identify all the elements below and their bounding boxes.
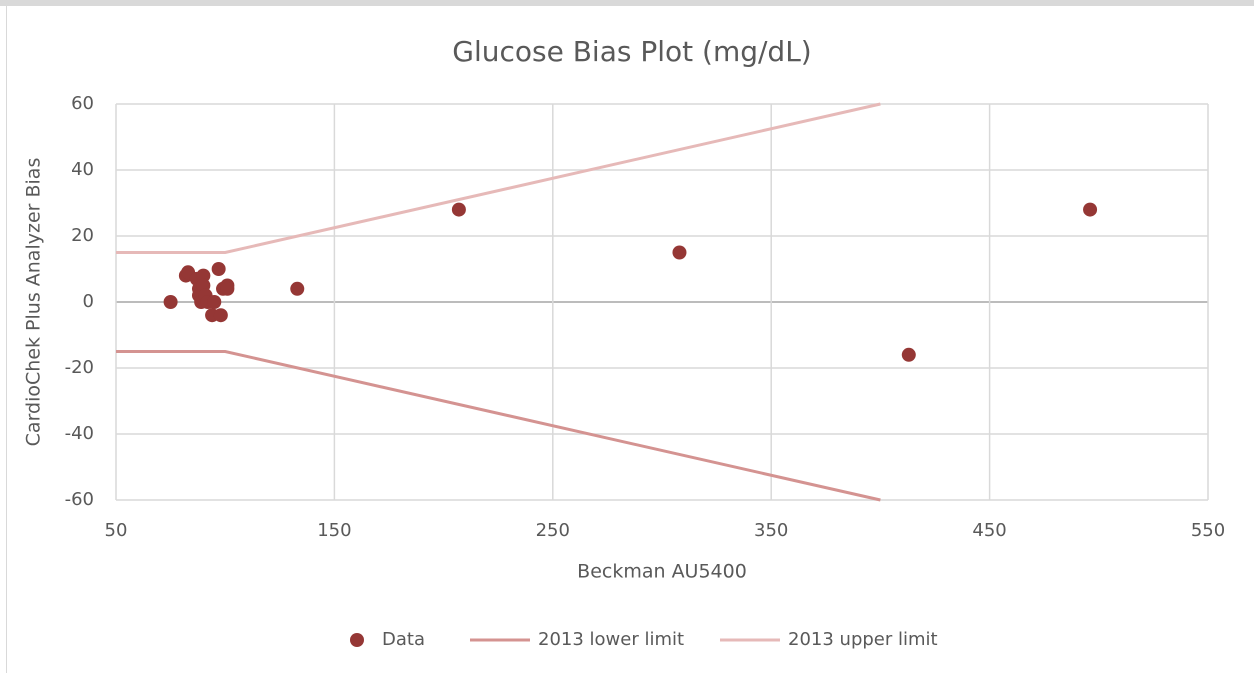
x-axis-title: Beckman AU5400: [577, 561, 747, 583]
x-tick-label: 450: [972, 520, 1006, 541]
left-border: [6, 6, 7, 673]
y-axis-title: CardioChek Plus Analyzer Bias: [23, 158, 45, 447]
x-tick-label: 50: [105, 520, 128, 541]
y-tick-label: 0: [83, 291, 94, 312]
data-point: [451, 202, 466, 217]
limit-line: [116, 350, 881, 502]
legend-label: 2013 lower limit: [538, 629, 684, 650]
legend-marker: [350, 633, 364, 647]
data-point: [672, 245, 687, 260]
x-tick-label: 150: [317, 520, 351, 541]
data-point: [163, 295, 178, 309]
data-point: [220, 281, 235, 296]
top-border: [0, 0, 1254, 6]
x-tick-label: 550: [1191, 520, 1225, 541]
x-tick-label: 350: [754, 520, 788, 541]
legend-label: 2013 upper limit: [788, 629, 938, 650]
data-point: [901, 347, 916, 362]
limit-line: [116, 102, 881, 254]
y-tick-label: 20: [71, 225, 94, 246]
data-point: [290, 281, 305, 296]
data-point: [207, 295, 222, 309]
y-tick-label: 60: [71, 93, 94, 114]
data-point: [211, 262, 226, 276]
data-point: [1083, 202, 1098, 217]
legend-label: Data: [382, 629, 425, 650]
y-tick-label: -40: [65, 423, 94, 444]
data-point: [196, 268, 211, 283]
x-tick-label: 250: [536, 520, 570, 541]
y-tick-label: -60: [65, 489, 94, 510]
y-tick-label: 40: [71, 159, 94, 180]
chart-title: Glucose Bias Plot (mg/dL): [452, 35, 811, 68]
y-tick-label: -20: [65, 357, 94, 378]
data-point: [213, 308, 228, 323]
